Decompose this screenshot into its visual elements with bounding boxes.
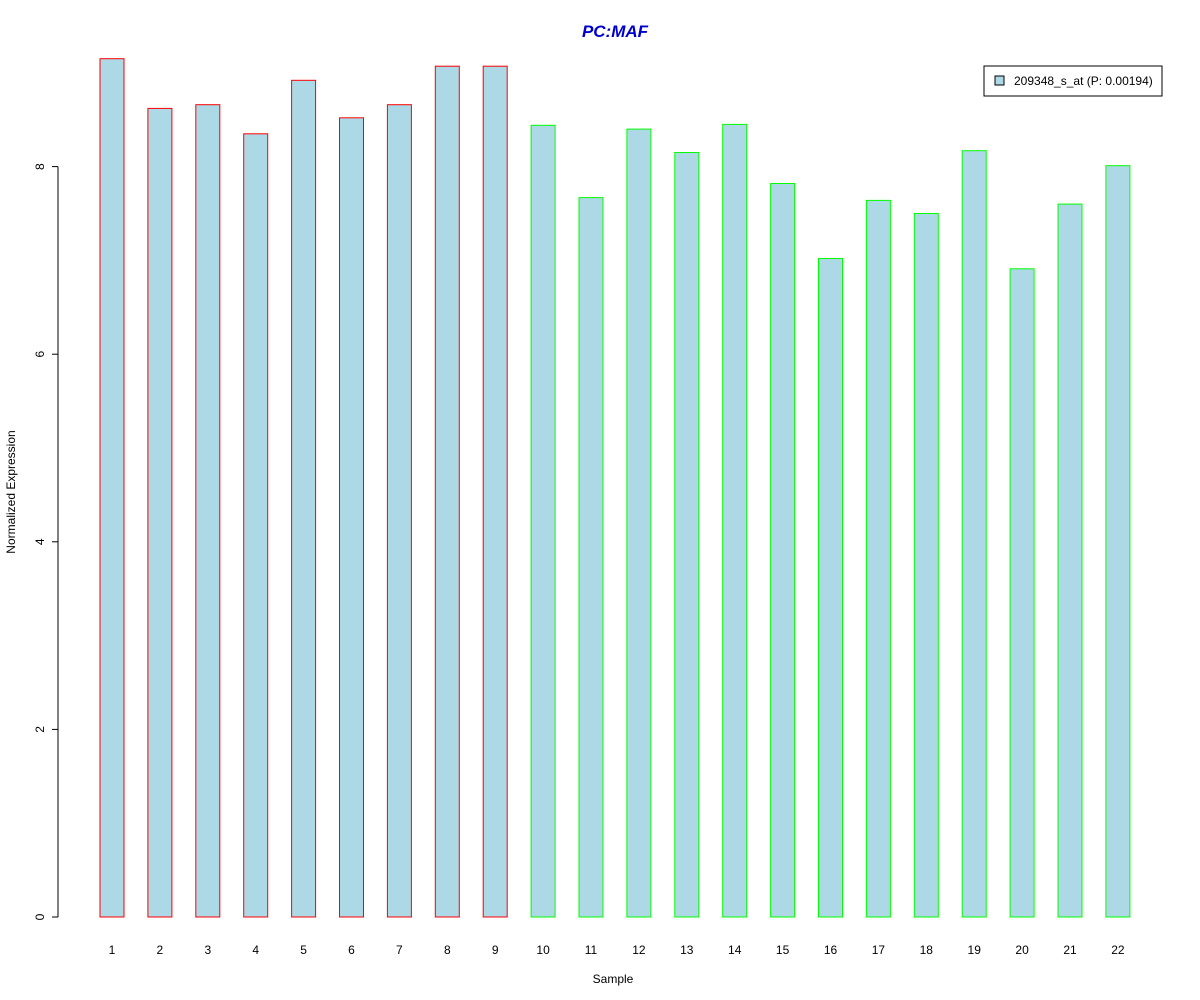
- bar-sample-3: [195, 104, 221, 918]
- y-axis-label: Normalized Expression: [4, 430, 18, 553]
- x-tick-label: 14: [728, 943, 742, 957]
- x-tick-label: 2: [157, 943, 164, 957]
- bar-sample-1: [99, 58, 125, 918]
- x-tick-label: 18: [920, 943, 934, 957]
- bar-sample-4: [243, 133, 269, 918]
- x-axis-label: Sample: [593, 972, 634, 986]
- bars-group: [99, 58, 1131, 918]
- x-tick-label: 3: [204, 943, 211, 957]
- x-tick-label: 15: [776, 943, 790, 957]
- bar-sample-18: [913, 213, 939, 918]
- legend-label: 209348_s_at (P: 0.00194): [1014, 74, 1153, 88]
- y-axis: 0 2 4 6 8: [33, 163, 59, 920]
- x-tick-label: 1: [109, 943, 116, 957]
- x-tick-label: 5: [300, 943, 307, 957]
- bar-sample-20: [1009, 268, 1035, 918]
- bar-sample-6: [339, 117, 364, 918]
- x-tick-label: 17: [872, 943, 886, 957]
- legend: 209348_s_at (P: 0.00194): [983, 65, 1163, 97]
- x-tick-label: 6: [348, 943, 355, 957]
- x-tick-label: 22: [1111, 943, 1125, 957]
- bar-sample-2: [147, 107, 173, 918]
- x-tick-label: 4: [252, 943, 259, 957]
- x-tick-label: 16: [824, 943, 838, 957]
- bar-sample-22: [1105, 165, 1131, 918]
- y-tick-label: 6: [33, 351, 47, 358]
- bar-sample-16: [818, 258, 843, 918]
- bar-sample-12: [626, 128, 652, 918]
- x-tick-label: 9: [492, 943, 499, 957]
- x-tick-label: 11: [585, 943, 598, 957]
- chart-title: PC:MAF: [582, 22, 649, 41]
- bar-sample-11: [578, 197, 604, 918]
- bar-sample-19: [961, 150, 987, 918]
- y-tick-label: 0: [33, 913, 47, 920]
- legend-box: [983, 65, 1163, 97]
- bar-sample-13: [674, 152, 700, 918]
- x-tick-label: 19: [968, 943, 982, 957]
- y-tick-label: 4: [33, 538, 47, 545]
- x-tick-label: 13: [680, 943, 694, 957]
- bar-sample-21: [1057, 203, 1083, 918]
- bar-sample-5: [291, 79, 317, 918]
- bar-sample-7: [386, 104, 412, 918]
- x-tick-label: 12: [632, 943, 646, 957]
- x-tick-label: 20: [1015, 943, 1029, 957]
- y-tick-label: 2: [33, 726, 47, 733]
- x-tick-labels: 1 2 3 4 5 6 7 8 9 10 11 12 13 14 15 16 17 18 19 20 21 22: [109, 943, 1125, 957]
- x-tick-label: 7: [396, 943, 403, 957]
- x-tick-label: 10: [536, 943, 550, 957]
- x-tick-label: 8: [444, 943, 451, 957]
- bar-sample-14: [722, 123, 748, 918]
- bar-sample-8: [434, 65, 460, 918]
- bar-sample-10: [530, 124, 556, 918]
- y-tick-label: 8: [33, 163, 47, 170]
- bar-sample-15: [770, 183, 796, 918]
- x-tick-label: 21: [1063, 943, 1077, 957]
- bar-sample-17: [865, 199, 891, 918]
- legend-swatch: [994, 75, 1005, 86]
- bar-sample-9: [482, 65, 508, 918]
